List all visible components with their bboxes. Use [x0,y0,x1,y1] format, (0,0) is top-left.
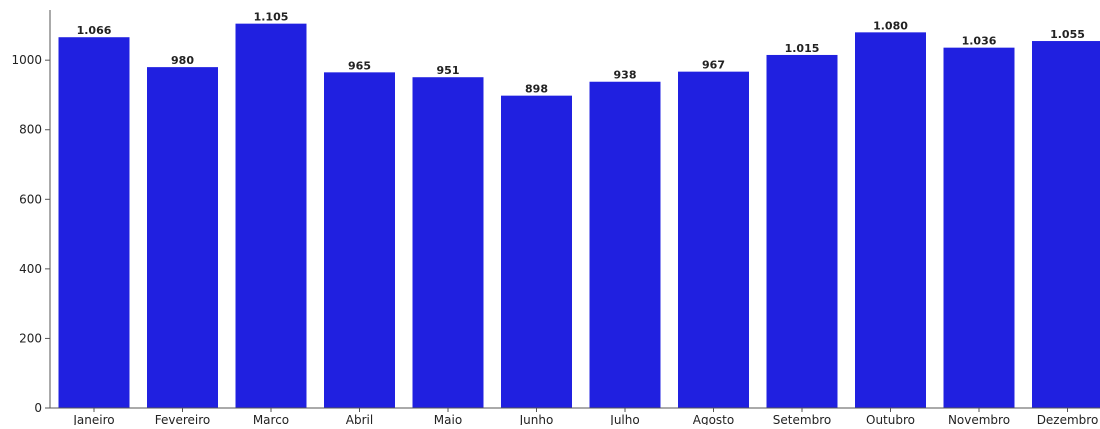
bar-maio [413,77,484,408]
data-label-abril: 965 [348,59,371,72]
bar-julho [590,82,661,408]
data-label-setembro: 1.015 [785,42,820,55]
y-axis: 0 200 400 600 800 1000 [11,10,50,415]
bar-abril [324,72,395,408]
x-axis: Janeiro Fevereiro Marco Abril Maio Junho Julho… [50,408,1100,425]
x-tick-label-maio: Maio [434,413,462,425]
x-tick-label-abril: Abril [346,413,373,425]
data-label-fevereiro: 980 [171,54,194,67]
bars-layer [59,24,1100,408]
x-tick-label-dezembro: Dezembro [1037,413,1099,425]
data-label-janeiro: 1.066 [77,24,112,37]
bar-janeiro [59,37,130,408]
y-tick-label-400: 400 [19,262,42,276]
data-label-maio: 951 [437,64,460,77]
bar-junho [501,96,572,408]
data-label-junho: 898 [525,83,548,96]
bar-dezembro [1032,41,1100,408]
y-tick-label-200: 200 [19,331,42,345]
x-tick-label-janeiro: Janeiro [72,413,114,425]
data-label-outubro: 1.080 [873,19,908,32]
x-tick-label-marco: Marco [253,413,289,425]
bar-novembro [944,48,1015,408]
bar-fevereiro [147,67,218,408]
x-tick-label-agosto: Agosto [693,413,734,425]
bar-agosto [678,72,749,408]
data-label-dezembro: 1.055 [1050,28,1085,41]
x-tick-label-julho: Julho [609,413,639,425]
y-tick-label-1000: 1000 [11,53,42,67]
data-label-julho: 938 [614,69,637,82]
bar-outubro [855,32,926,408]
y-tick-label-800: 800 [19,123,42,137]
data-label-marco: 1.105 [254,11,289,24]
x-tick-label-junho: Junho [519,413,554,425]
data-label-novembro: 1.036 [962,35,997,48]
y-tick-label-0: 0 [34,401,42,415]
x-tick-label-novembro: Novembro [948,413,1010,425]
data-labels-layer: 1.066 980 1.105 965 951 898 938 967 1.015 1.080 1.… [77,11,1085,96]
x-tick-label-outubro: Outubro [866,413,915,425]
y-tick-label-600: 600 [19,192,42,206]
bar-marco [236,24,307,408]
x-tick-label-fevereiro: Fevereiro [155,413,211,425]
data-label-agosto: 967 [702,59,725,72]
bar-setembro [767,55,838,408]
x-tick-label-setembro: Setembro [773,413,831,425]
